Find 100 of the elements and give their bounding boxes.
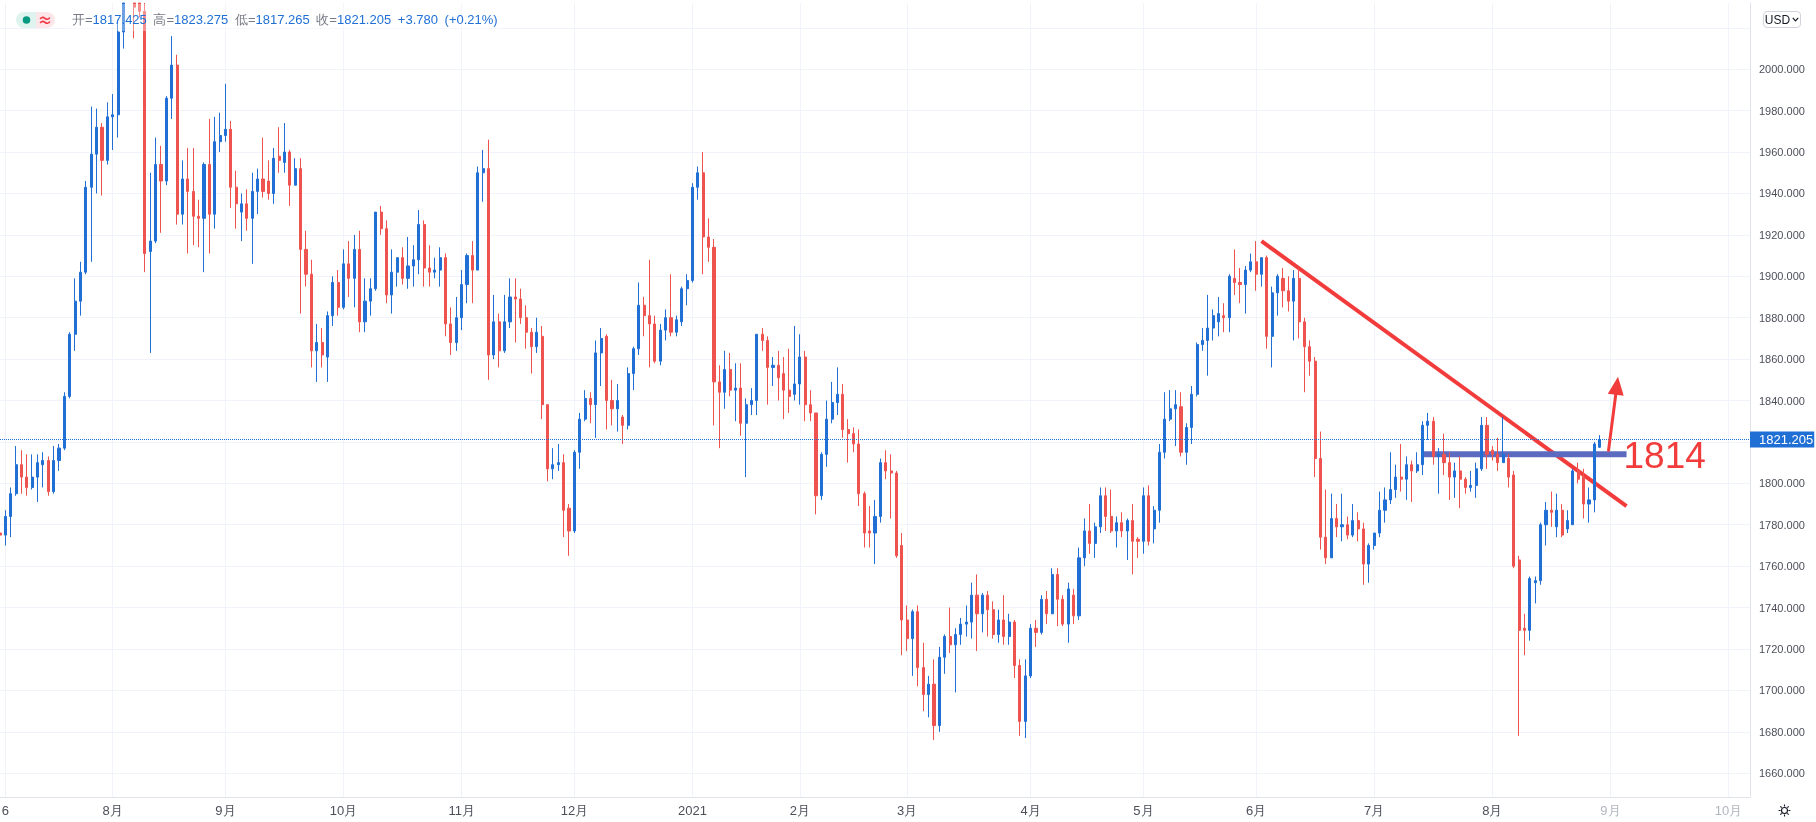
x-tick-label: 8月 [102, 803, 123, 818]
candlestick [788, 348, 791, 414]
candlestick [1153, 505, 1156, 544]
candlestick [1276, 273, 1279, 317]
candlestick [1459, 455, 1462, 509]
candlestick [52, 445, 55, 495]
candlestick [385, 219, 388, 304]
candlestick [374, 211, 377, 292]
candlestick [1410, 460, 1413, 503]
candlestick [84, 180, 87, 275]
candlestick [621, 414, 624, 445]
candlestick [433, 257, 436, 279]
candlestick [100, 122, 104, 197]
candlestick [696, 166, 699, 201]
candlestick [804, 350, 807, 422]
candlestick [916, 604, 919, 687]
candlestick [1024, 658, 1027, 739]
x-tick-label: 10月 [1714, 803, 1743, 818]
candlestick [1008, 613, 1011, 646]
candlestick [503, 294, 506, 354]
candlestick [712, 238, 716, 426]
candlestick [482, 149, 485, 203]
candlestick [9, 486, 12, 538]
candlestick [181, 159, 184, 226]
candlestick [380, 205, 383, 236]
candlestick [831, 381, 834, 424]
candlestick [1389, 451, 1392, 505]
candlestick [347, 240, 350, 298]
y-tick-label: 1880.000 [1759, 311, 1805, 324]
candlestick [632, 346, 635, 391]
candlestick [1056, 567, 1059, 627]
candlestick [610, 379, 614, 426]
y-tick-label: 1920.000 [1759, 228, 1805, 241]
candlestick [814, 412, 818, 515]
candlestick [970, 582, 973, 640]
candlestick [1442, 433, 1446, 476]
annotation: 1814 [1623, 434, 1706, 476]
candlestick [895, 470, 898, 559]
candlestick [1072, 588, 1075, 625]
y-tick-label: 2000.000 [1759, 63, 1805, 76]
candlestick [1136, 536, 1140, 559]
candlestick [782, 356, 785, 420]
candlestick [1357, 511, 1360, 542]
candlestick [777, 350, 780, 402]
candlestick [337, 269, 340, 317]
candlestick [1507, 453, 1510, 488]
candlestick [315, 323, 318, 383]
candlestick [1528, 576, 1531, 642]
candlestick [589, 391, 592, 424]
candlestick [567, 503, 571, 557]
candlestick [1416, 451, 1419, 474]
candlestick [68, 331, 71, 399]
candlestick [1303, 317, 1306, 393]
candlestick [755, 333, 758, 416]
candlestick [702, 151, 705, 275]
candlestick [439, 246, 442, 288]
candlestick [997, 609, 1000, 644]
candlestick [1088, 503, 1091, 555]
candlestick [551, 447, 554, 480]
candlestick [584, 389, 587, 422]
candlestick [1217, 296, 1220, 337]
candlestick [1061, 594, 1064, 627]
candlestick [1394, 464, 1397, 499]
candlestick [873, 499, 877, 565]
candlestick [675, 315, 678, 337]
candlestick [981, 592, 984, 633]
candlestick [444, 253, 447, 337]
candlestick [299, 157, 302, 315]
candlestick [766, 335, 769, 406]
candlestick [1110, 489, 1113, 534]
candlestick [331, 275, 334, 327]
candlestick [1544, 501, 1548, 546]
x-tick-label: 4月 [1020, 803, 1041, 818]
y-tick-label: 1660.000 [1759, 767, 1805, 780]
candlestick [1142, 486, 1145, 555]
candlestick [627, 366, 630, 430]
y-axis-title: USD [1764, 12, 1791, 27]
candlestick [358, 230, 361, 333]
candlestick [680, 286, 683, 327]
candlestick [1002, 594, 1005, 646]
y-tick-label: 1960.000 [1759, 146, 1805, 159]
candlestick [1094, 522, 1097, 559]
candlestick [278, 126, 281, 174]
candlestick [192, 147, 195, 246]
candlestick [20, 449, 23, 495]
candlestick [1383, 486, 1387, 524]
candlestick [369, 277, 372, 317]
candlestick [1104, 486, 1107, 532]
candlestick [986, 590, 989, 638]
candlestick [1067, 582, 1070, 644]
candlestick [353, 234, 356, 308]
candlestick [176, 54, 179, 226]
candlestick [492, 294, 495, 360]
candlestick [707, 217, 710, 263]
x-tick-label: 11月 [448, 803, 475, 818]
candlestick [1362, 522, 1365, 586]
candlestick [219, 112, 222, 153]
candlestick [761, 327, 764, 352]
candlestick [498, 313, 501, 368]
candlestick [643, 296, 646, 337]
